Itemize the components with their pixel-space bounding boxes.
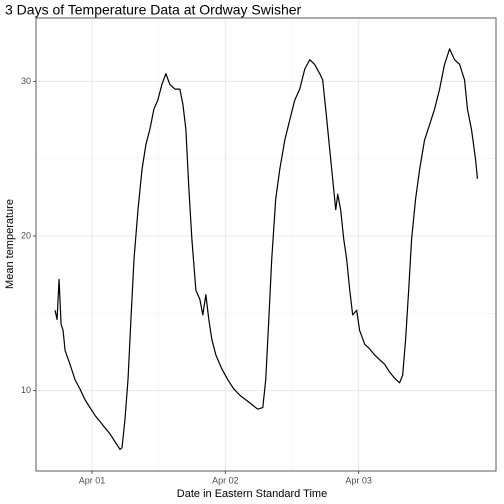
x-axis-title: Date in Eastern Standard Time [177, 488, 327, 500]
x-tick-label: Apr 01 [79, 475, 106, 485]
y-axis-title: Mean temperature [4, 199, 16, 289]
x-tick-label: Apr 02 [212, 475, 239, 485]
y-tick-label: 10 [21, 385, 31, 395]
y-tick-label: 20 [21, 230, 31, 240]
panel-border [35, 17, 497, 472]
y-tick-label: 30 [21, 76, 31, 86]
chart-title: 3 Days of Temperature Data at Ordway Swi… [5, 2, 302, 18]
line-series [54, 48, 479, 450]
x-tick-label: Apr 03 [345, 475, 372, 485]
